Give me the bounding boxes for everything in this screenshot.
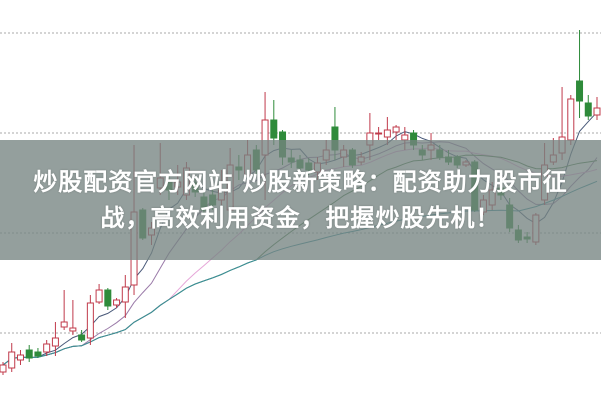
candle: [60, 290, 68, 330]
candle-body: [25, 349, 33, 359]
candle: [113, 298, 121, 308]
candle: [392, 125, 400, 140]
candle-body: [60, 321, 68, 328]
candle: [8, 343, 16, 372]
candle: [567, 95, 575, 145]
candle-body: [584, 102, 592, 117]
candle-body: [567, 98, 575, 141]
candle-body: [104, 289, 112, 307]
candle: [593, 97, 601, 120]
candle: [16, 350, 24, 365]
candle-body: [51, 337, 59, 347]
candle: [121, 275, 129, 318]
candle: [34, 348, 42, 358]
candle-body: [95, 289, 103, 303]
candle: [375, 127, 383, 140]
candle: [51, 322, 59, 356]
candle-body: [270, 119, 278, 139]
candle-body: [375, 132, 383, 135]
candle-body: [43, 343, 51, 353]
candle: [584, 95, 592, 120]
candle: [86, 295, 94, 345]
candle-body: [383, 129, 391, 138]
candle-body: [16, 354, 24, 361]
candle-body: [69, 327, 77, 332]
article-title: 炒股配资官方网站 炒股新策略：配资助力股市征战，高效利用资金，把握炒股先机！: [33, 168, 568, 232]
candle-body: [0, 364, 7, 373]
candle: [104, 288, 112, 310]
title-banner: 炒股配资官方网站 炒股新策略：配资助力股市征战，高效利用资金，把握炒股先机！: [0, 140, 601, 260]
candle: [576, 30, 584, 118]
candle-body: [86, 302, 94, 339]
candle-body: [34, 351, 42, 357]
candle-body: [392, 126, 400, 133]
candle: [0, 362, 7, 375]
candle-body: [576, 80, 584, 102]
candle-body: [113, 299, 121, 306]
candle: [69, 300, 77, 335]
candle-body: [8, 351, 16, 369]
candle-body: [121, 286, 129, 303]
candle: [25, 345, 33, 362]
candle: [43, 340, 51, 356]
candle: [270, 100, 278, 145]
candle: [78, 330, 86, 342]
candle-body: [78, 334, 86, 341]
candle: [95, 284, 103, 304]
candle-body: [593, 107, 601, 116]
